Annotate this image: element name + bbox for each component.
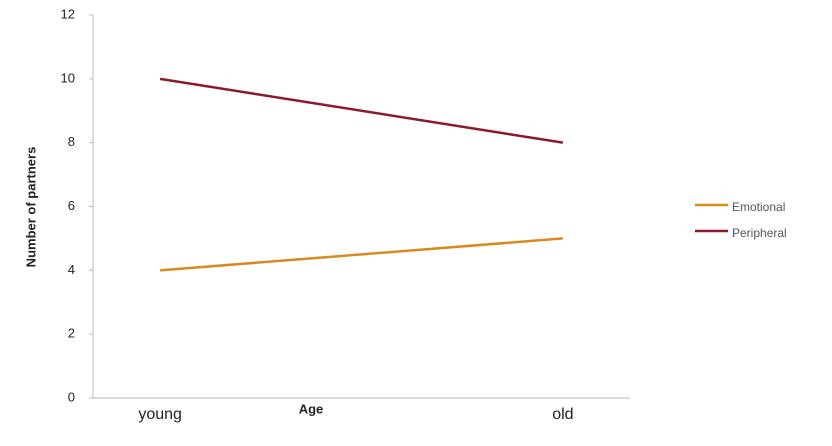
y-tick-label: 6: [68, 198, 75, 213]
y-axis-title: Number of partners: [23, 147, 38, 268]
series-line: [160, 237, 563, 272]
legend-label: Peripheral: [732, 226, 787, 240]
x-tick-label: young: [138, 406, 182, 423]
y-tick-label: 2: [68, 326, 75, 341]
y-tick-label: 4: [68, 262, 75, 277]
legend-label: Emotional: [732, 200, 785, 214]
y-tick-label: 8: [68, 134, 75, 149]
y-tick-label: 10: [61, 70, 75, 85]
x-axis-title: Age: [299, 401, 324, 416]
y-tick-label: 12: [61, 6, 75, 21]
y-tick-label: 0: [68, 389, 75, 404]
series-line: [159, 77, 564, 144]
x-tick-label: old: [552, 406, 573, 423]
